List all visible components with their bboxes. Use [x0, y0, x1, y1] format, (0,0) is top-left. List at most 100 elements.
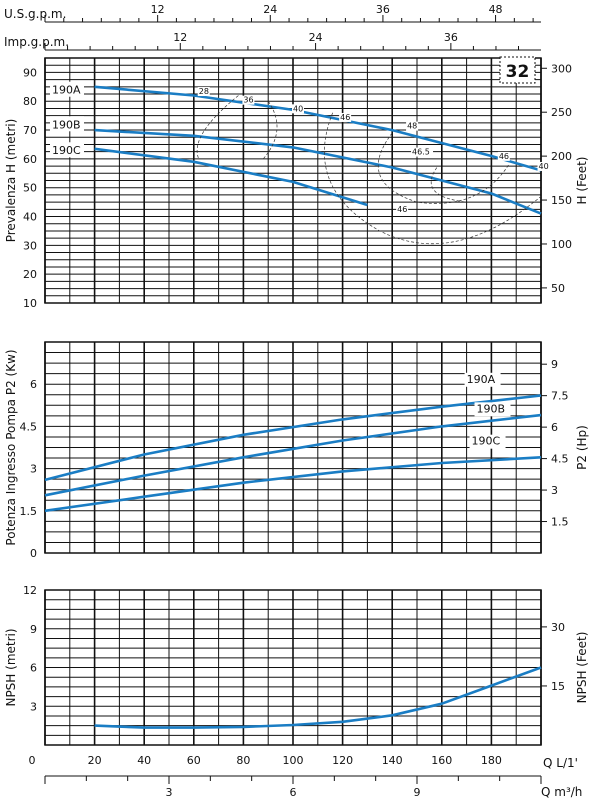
efficiency-label-bg	[292, 104, 304, 114]
q-lmin-tick-label: 120	[332, 754, 353, 767]
impgpm-axis-label: Imp.g.p.m.	[4, 35, 69, 49]
y-tick-label: 20	[23, 268, 37, 281]
head-annotations: 190A 190B 190C 28 36 40 46 48 46.5 46 46 40 32	[50, 56, 550, 245]
y-tick-label: 40	[23, 211, 37, 224]
y-tick-label: 50	[23, 182, 37, 195]
series-label-190B: 190B	[52, 118, 81, 131]
efficiency-label-bg	[197, 87, 210, 97]
efficiency-label-bg	[396, 205, 409, 215]
y2-tick-label: 150	[551, 194, 572, 207]
q-lmin-tick-label: 140	[382, 754, 403, 767]
efficiency-label: 46.5	[412, 148, 430, 157]
efficiency-label: 46	[499, 152, 509, 161]
y-axis-title: Potenza Ingresso Pompa P2 (Kw)	[4, 349, 18, 545]
series-label-bg	[50, 142, 84, 158]
q-lmin-tick-label: 160	[431, 754, 452, 767]
panel-2: 0 1.5 3 4.5 6 1.5 3 4.5 6 7.5 9 Potenza Ingresso Po…	[4, 341, 589, 560]
series-label-bg	[50, 81, 84, 97]
efficiency-label: 28	[199, 87, 209, 96]
q-lmin-tick-label: 40	[137, 754, 151, 767]
y2-tick-label: 7.5	[551, 390, 569, 403]
series-label-bg	[50, 116, 84, 132]
efficiency-contour	[430, 167, 467, 203]
q-m3h-tick-label: 3	[166, 786, 173, 799]
y2-tick-label: 3	[551, 484, 558, 497]
q-lmin-tick-label: 60	[187, 754, 201, 767]
top-flow-axes: U.S.g.p.m. 12 24 36 48 Imp.g.p.m. 12 24 36	[4, 3, 541, 51]
y-tick-label: 6	[30, 662, 37, 675]
plot-frame	[44, 57, 542, 304]
efficiency-label-bg	[339, 112, 352, 122]
series-190B-line	[94, 128, 542, 215]
q-m3h-tick-label: 6	[290, 786, 297, 799]
q-lmin-tick-label: 0	[29, 754, 36, 767]
y2-axis-title: NPSH (Feet)	[575, 632, 589, 704]
y2-tick-label: 50	[551, 282, 565, 295]
q-lmin-tick-label: 80	[236, 754, 250, 767]
usgpm-tick-label: 36	[376, 3, 390, 16]
y2-tick-label: 200	[551, 150, 572, 163]
efficiency-label: 40	[293, 104, 303, 113]
series-label-190C: 190C	[472, 435, 501, 448]
series-npsh-line	[94, 666, 542, 729]
series-label-190A: 190A	[52, 84, 81, 97]
plot-frame	[44, 341, 542, 554]
series-190C-line	[44, 456, 542, 513]
y2-tick-label: 250	[551, 106, 572, 119]
efficiency-label-bg	[497, 151, 510, 161]
q-m3h-tick-label: 9	[414, 786, 421, 799]
series-190A-line	[44, 394, 542, 482]
series-label-190A: 190A	[467, 373, 496, 386]
impgpm-tick-label: 36	[444, 31, 458, 44]
efficiency-label: 48	[407, 122, 417, 131]
panel-1: 10 20 30 40 50 60 70 80 90 50 100 150 200 250 300 Preva…	[4, 57, 589, 310]
efficiency-label-bg	[537, 161, 550, 171]
impgpm-tick-label: 12	[173, 31, 187, 44]
q-lmin-axis-label: Q L/1'	[543, 756, 578, 770]
y2-tick-label: 6	[551, 421, 558, 434]
efficiency-contour	[324, 112, 542, 245]
efficiency-label-bg	[411, 147, 434, 157]
y2-tick-label: 1.5	[551, 516, 569, 529]
impgpm-tick-label: 24	[309, 31, 323, 44]
y-tick-label: 30	[23, 239, 37, 252]
efficiency-label: 40	[539, 162, 549, 171]
y-tick-label: 10	[23, 297, 37, 310]
efficiency-label: 46	[397, 205, 407, 214]
y-tick-label: 4.5	[20, 420, 38, 433]
y2-tick-label: 15	[551, 680, 565, 693]
y-tick-label: 60	[23, 153, 37, 166]
y2-tick-label: 4.5	[551, 453, 569, 466]
y2-axis-title: P2 (Hp)	[575, 425, 589, 470]
bottom-flow-axes: 0 20 40 60 80 100 120 140 160 180 Q L/1' 3 6 9 Q m³/h	[29, 754, 583, 799]
series-label-190B: 190B	[477, 402, 506, 415]
efficiency-contour	[377, 132, 510, 204]
y-axis-title: Prevalenza H (metri)	[4, 119, 18, 243]
y-axis-title: NPSH (metri)	[4, 628, 18, 706]
efficiency-label-bg	[242, 95, 255, 105]
y-tick-label: 80	[23, 95, 37, 108]
y-tick-label: 70	[23, 124, 37, 137]
y-tick-label: 9	[30, 623, 37, 636]
efficiency-label: 46	[340, 113, 350, 122]
series-190C-line	[94, 147, 368, 207]
y-tick-label: 1.5	[20, 505, 38, 518]
efficiency-contour	[262, 101, 278, 160]
size-badge-text: 32	[506, 62, 530, 82]
series-label-190C: 190C	[52, 144, 81, 157]
efficiency-contour	[196, 95, 239, 160]
q-lmin-tick-label: 20	[88, 754, 102, 767]
panel-3: 3 6 9 12 15 30 NPSH (metri) NPSH (Feet)	[4, 584, 589, 746]
usgpm-tick-label: 12	[151, 3, 165, 16]
efficiency-label: 36	[243, 96, 253, 105]
y2-axis-title: H (Feet)	[575, 157, 589, 205]
q-lmin-tick-label: 100	[283, 754, 304, 767]
q-lmin-tick-label: 180	[481, 754, 502, 767]
y-tick-label: 6	[30, 378, 37, 391]
y-tick-label: 3	[30, 700, 37, 713]
series-label-bg	[469, 434, 506, 449]
usgpm-tick-label: 24	[263, 3, 277, 16]
q-m3h-axis-label: Q m³/h	[541, 785, 582, 799]
usgpm-axis-label: U.S.g.p.m.	[4, 7, 66, 21]
